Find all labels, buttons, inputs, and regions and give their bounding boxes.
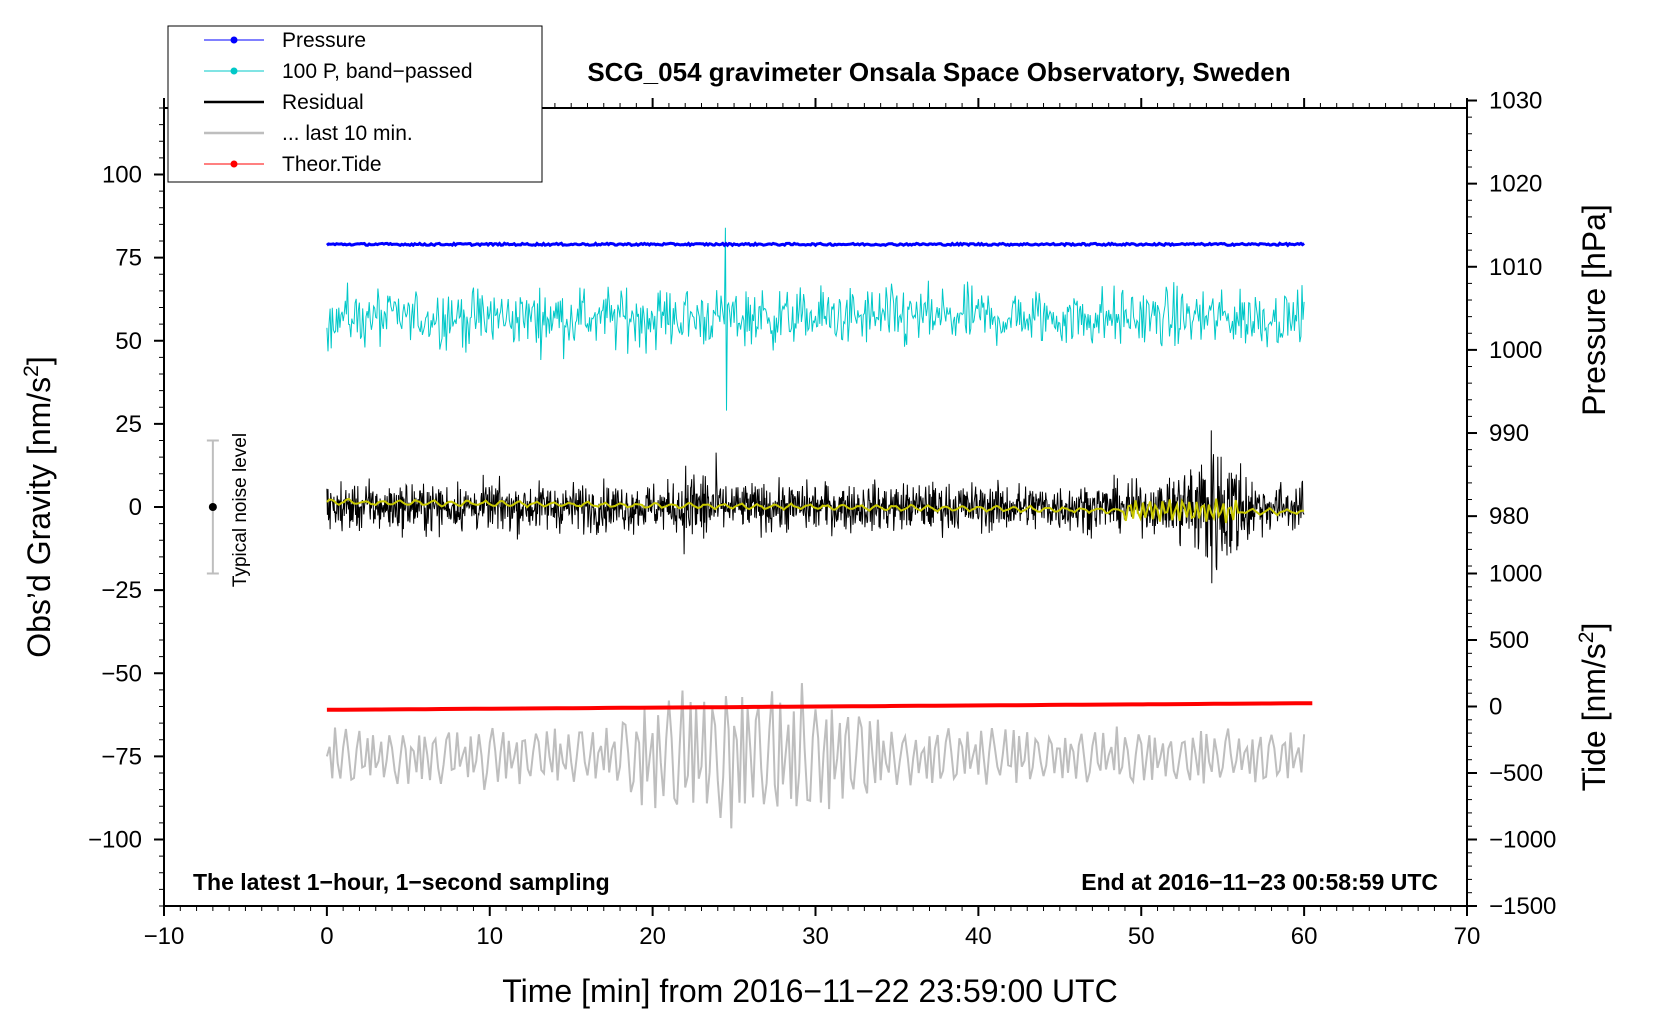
- tide-tick-label: 0: [1489, 694, 1502, 721]
- smoothed-residual-line: [326, 497, 1305, 524]
- legend-label: Pressure: [282, 29, 366, 52]
- axes-layer: −10 0 10 20 30 40 50 60 701007550250−25−50−75−10…: [88, 88, 1556, 950]
- y-axis-left-label: Obs’d Gravity [nm/s2]: [20, 356, 57, 658]
- y-left-tick-label: −75: [101, 743, 142, 770]
- tide-tick-label: −500: [1489, 760, 1543, 787]
- y-left-label-sup: 2: [20, 365, 43, 377]
- y-left-tick-label: 25: [115, 411, 142, 438]
- legend-label: 100 P, band−passed: [282, 60, 473, 83]
- tide-label-end: ]: [1576, 623, 1612, 632]
- x-tick-label: 40: [965, 923, 992, 950]
- y-left-label-end: ]: [21, 356, 57, 365]
- noise-center-dot: [208, 503, 217, 511]
- tide-tick-label: −1500: [1489, 893, 1556, 920]
- x-tick-label: 30: [802, 923, 829, 950]
- sampling-note: The latest 1−hour, 1−second sampling: [193, 869, 610, 895]
- y-left-tick-label: −25: [101, 577, 142, 604]
- y-left-tick-label: 50: [115, 328, 142, 355]
- pressure-tick-label: 990: [1489, 420, 1529, 447]
- chart-title: SCG_054 gravimeter Onsala Space Observat…: [587, 57, 1290, 87]
- end-time-note: End at 2016−11−23 00:58:59 UTC: [1081, 869, 1438, 895]
- legend-label: Theor.Tide: [282, 153, 382, 176]
- y-axis-pressure-label: Pressure [hPa]: [1576, 204, 1612, 416]
- legend-items: Pressure 100 P, band−passed Residual ... la…: [204, 29, 473, 176]
- pressure-tick-label: 1010: [1489, 254, 1542, 281]
- x-tick-label: −10: [144, 923, 185, 950]
- y-left-tick-label: 100: [102, 162, 142, 189]
- x-tick-label: 0: [320, 923, 333, 950]
- legend-marker: [230, 160, 238, 168]
- pressure-line: [326, 241, 1305, 248]
- theoretical-tide-line: [326, 701, 1313, 712]
- x-tick-label: 10: [476, 923, 503, 950]
- x-tick-label: 70: [1454, 923, 1481, 950]
- x-tick-label: 20: [639, 923, 666, 950]
- tide-tick-label: −1000: [1489, 827, 1556, 854]
- legend-box: [167, 25, 543, 183]
- legend-marker: [230, 67, 238, 75]
- pressure-tick-label: 1000: [1489, 337, 1542, 364]
- tide-tick-label: 500: [1489, 627, 1529, 654]
- noise-level-indicator: [206, 439, 219, 575]
- tide-label-main: Tide [nm/s: [1576, 643, 1612, 791]
- legend: Pressure 100 P, band−passed Residual ... la…: [167, 25, 543, 183]
- legend-marker: [230, 36, 238, 44]
- y-left-tick-label: 75: [115, 245, 142, 272]
- band-passed-line: [326, 227, 1305, 411]
- y-left-label-main: Obs’d Gravity [nm/s: [21, 377, 57, 658]
- y-left-tick-label: 0: [129, 494, 142, 521]
- legend-label: ... last 10 min.: [282, 122, 413, 145]
- x-tick-label: 50: [1128, 923, 1155, 950]
- y-axis-tide-label: Tide [nm/s2]: [1575, 623, 1612, 792]
- tide-label-sup: 2: [1575, 632, 1598, 644]
- last-10-min-line: [325, 683, 1306, 829]
- tide-tick-label: 1000: [1489, 561, 1542, 588]
- x-tick-label: 60: [1291, 923, 1318, 950]
- legend-label: Residual: [282, 91, 364, 114]
- pressure-tick-label: 980: [1489, 503, 1529, 530]
- y-left-tick-label: −100: [88, 827, 142, 854]
- pressure-tick-label: 1020: [1489, 171, 1542, 198]
- noise-level-label: Typical noise level: [230, 433, 251, 587]
- x-axis-label: Time [min] from 2016−11−22 23:59:00 UTC: [502, 973, 1117, 1009]
- pressure-tick-label: 1030: [1489, 88, 1542, 115]
- y-left-tick-label: −50: [101, 660, 142, 687]
- series-layer: [325, 227, 1313, 829]
